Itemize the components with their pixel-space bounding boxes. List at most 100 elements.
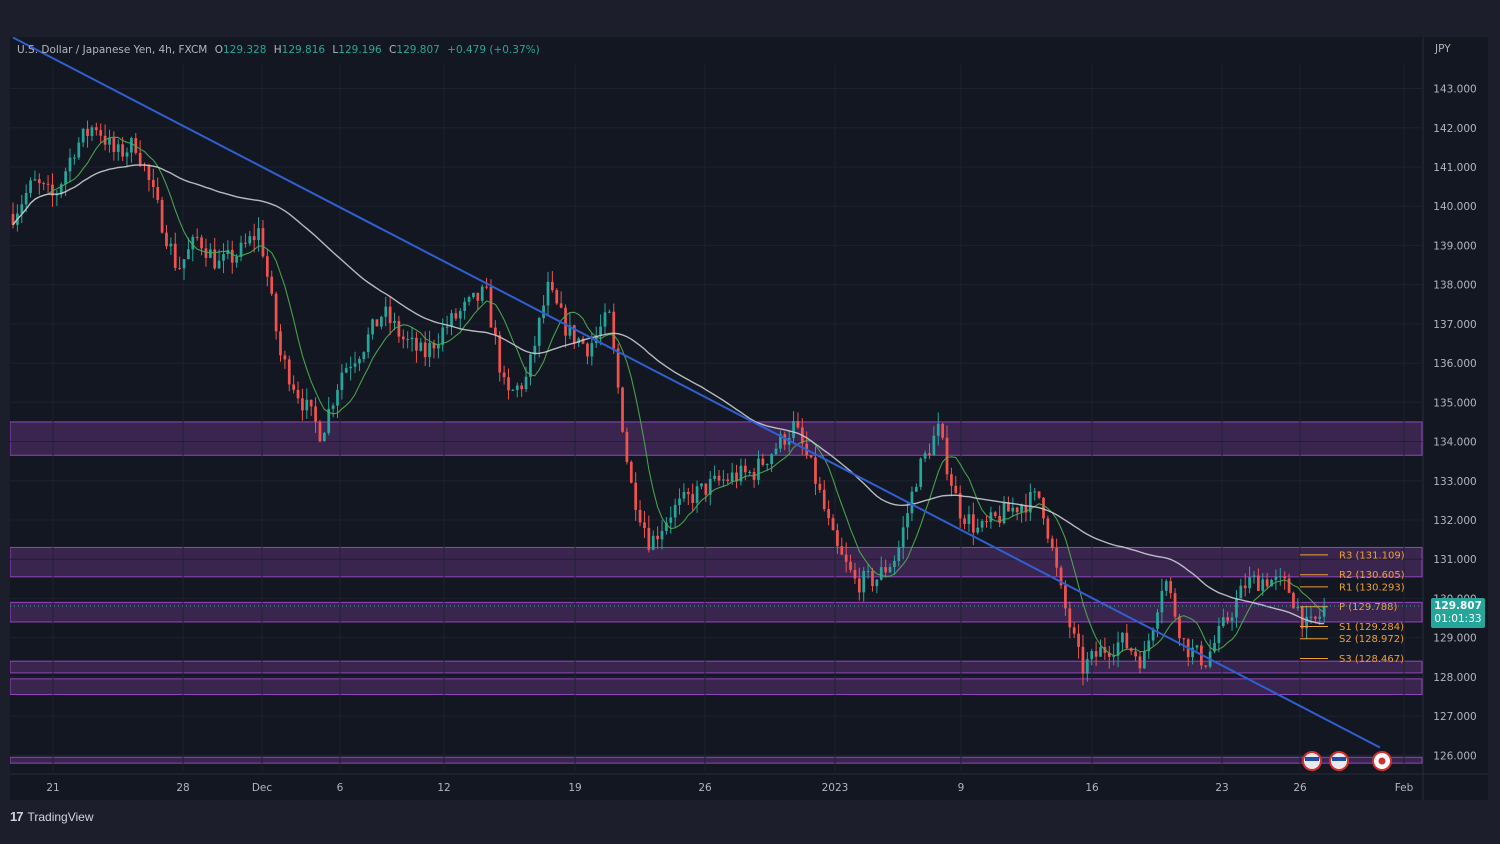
current-price-tag: 129.807 01:01:33 — [1431, 597, 1485, 628]
candle — [1322, 605, 1326, 617]
candle — [318, 421, 322, 442]
candle — [287, 359, 291, 385]
pivot-label: S2 (128.972) — [1339, 634, 1404, 645]
candle — [840, 546, 844, 555]
chart-frame[interactable]: R3 (131.109) R2 (130.605) R1 (130.293) P (1… — [9, 36, 1488, 800]
zones-layer — [9, 421, 1423, 764]
candle — [564, 307, 567, 336]
candle — [230, 249, 234, 263]
candle — [169, 243, 173, 247]
candle — [542, 305, 545, 319]
moving-average-line — [12, 136, 1325, 657]
candle — [1002, 502, 1006, 523]
candle — [629, 461, 633, 483]
candle — [1213, 643, 1216, 652]
candle — [743, 465, 747, 473]
candle — [919, 458, 923, 487]
x-axis: 21 28 Dec 6 12 19 26 2023 9 16 23 26 Feb — [46, 782, 1413, 794]
candle — [958, 493, 962, 519]
candle — [86, 128, 89, 136]
candle — [1072, 627, 1076, 634]
candle — [932, 435, 936, 456]
currency-label: JPY — [1434, 43, 1451, 55]
candle — [971, 514, 975, 533]
candle — [428, 342, 431, 358]
candle — [436, 344, 440, 349]
candle — [638, 509, 642, 523]
candle — [993, 512, 997, 516]
candle — [90, 127, 94, 136]
price-chart[interactable]: R3 (131.109) R2 (130.605)R1 (130.293) P (1… — [9, 36, 1488, 800]
candle — [1182, 638, 1186, 640]
trendline[interactable] — [12, 36, 1381, 749]
candle — [765, 464, 769, 466]
candle — [1204, 665, 1208, 667]
candle — [77, 142, 81, 158]
candle — [634, 482, 638, 510]
candle — [941, 423, 944, 438]
us-flag-event-stripe — [1332, 757, 1346, 761]
y-tick-label: 140.000 — [1433, 201, 1476, 213]
candle — [682, 491, 686, 499]
y-tick-label: 131.000 — [1433, 554, 1476, 566]
candle — [64, 171, 67, 185]
candle — [928, 453, 931, 456]
candle — [1230, 617, 1234, 621]
y-tick-label: 136.000 — [1433, 358, 1476, 370]
candle — [494, 327, 497, 336]
y-tick-label: 142.000 — [1433, 123, 1476, 135]
candle — [384, 306, 388, 317]
x-tick-label: 23 — [1215, 782, 1228, 794]
candle — [29, 180, 32, 194]
candle — [309, 399, 313, 407]
candle — [502, 372, 506, 378]
candle — [274, 293, 278, 332]
candle — [980, 521, 984, 528]
candle — [722, 479, 725, 481]
resistance-zone — [9, 546, 1423, 578]
candle — [1318, 616, 1322, 619]
event-markers[interactable] — [1302, 751, 1392, 771]
candle — [108, 137, 111, 145]
candle — [1283, 576, 1287, 579]
candle — [1314, 616, 1317, 619]
candle — [130, 138, 133, 153]
candle — [809, 455, 813, 458]
candle — [1033, 491, 1037, 493]
y-tick-label: 134.000 — [1433, 437, 1476, 449]
candle — [586, 343, 589, 357]
candle — [1050, 538, 1054, 549]
candle — [1055, 548, 1059, 568]
candle — [393, 320, 396, 323]
candle — [235, 256, 238, 263]
resistance-zone — [9, 660, 1423, 674]
candle — [1164, 581, 1168, 591]
candle — [730, 472, 734, 482]
candle — [726, 479, 730, 482]
candle — [831, 518, 835, 531]
candle — [261, 228, 265, 257]
candle — [871, 570, 874, 587]
candle — [283, 355, 287, 360]
candle — [700, 483, 703, 487]
candle — [406, 339, 410, 341]
candle — [1270, 579, 1273, 587]
candle — [608, 311, 611, 313]
candle — [717, 475, 721, 481]
candle — [336, 389, 339, 406]
candle — [1116, 642, 1120, 656]
candle — [695, 486, 699, 503]
candle — [257, 228, 260, 241]
tradingview-brand[interactable]: 17 TradingView — [10, 809, 94, 824]
candle — [906, 513, 909, 528]
candle — [678, 498, 681, 505]
candle — [735, 472, 738, 482]
candle — [1248, 576, 1251, 589]
candle — [779, 434, 782, 449]
candle — [1046, 518, 1050, 539]
x-tick-label: Feb — [1395, 782, 1414, 794]
candle — [366, 334, 370, 353]
chart-title: U.S. Dollar / Japanese Yen, 4h, FXCM O12… — [17, 44, 540, 56]
candle — [594, 335, 598, 344]
candle — [599, 326, 602, 336]
